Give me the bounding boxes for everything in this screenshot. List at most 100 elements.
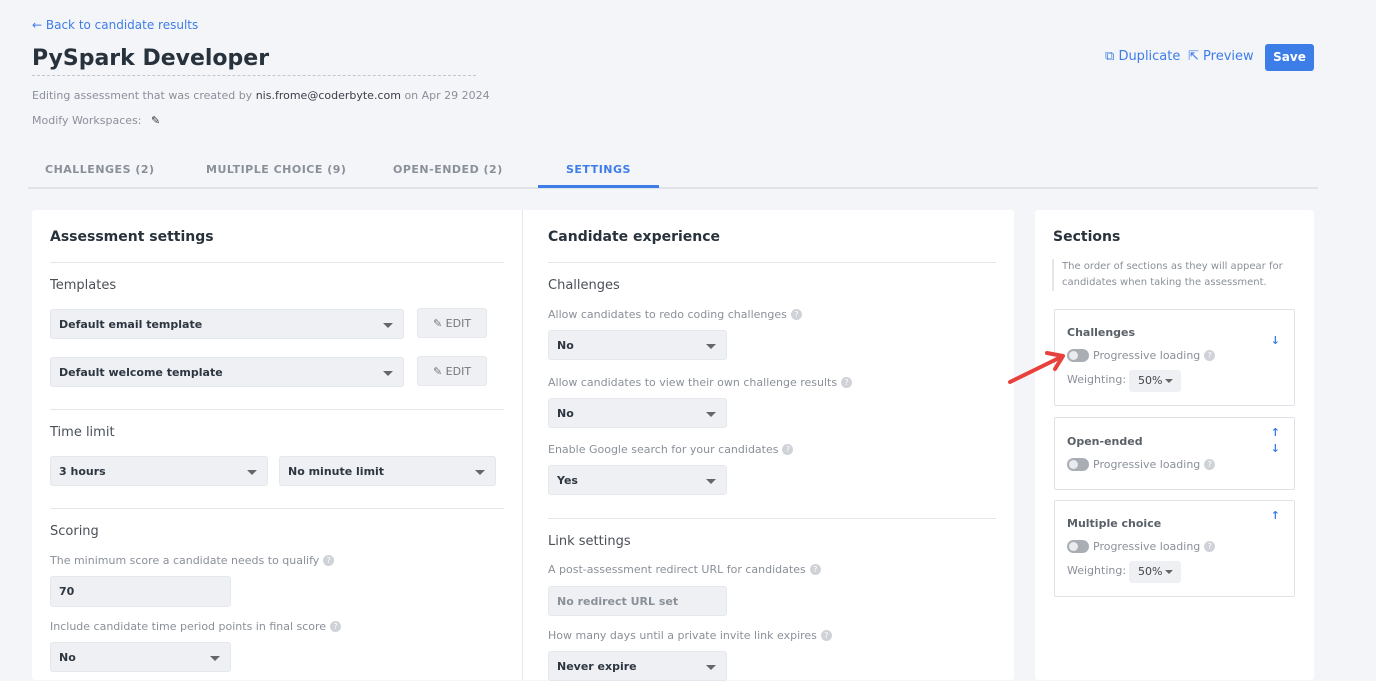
redo-select[interactable]: No — [548, 330, 727, 360]
minutes-select[interactable]: No minute limit — [279, 456, 496, 486]
scoring-heading: Scoring — [50, 524, 99, 539]
hours-value: 3 hours — [59, 465, 106, 478]
time-limit-heading: Time limit — [50, 425, 115, 440]
help-icon[interactable]: ? — [841, 377, 853, 388]
creator-email: nis.frome@coderbyte.com — [255, 89, 401, 102]
pencil-icon: ✎ — [432, 317, 443, 330]
redo-label: Allow candidates to redo coding challeng… — [548, 308, 802, 321]
weighting-select[interactable]: 50% — [1129, 370, 1181, 392]
minutes-value: No minute limit — [288, 465, 385, 478]
sections-title: Sections — [1053, 229, 1121, 245]
google-select[interactable]: Yes — [548, 465, 727, 495]
edit-welcome-template-button[interactable]: ✎ EDIT — [417, 356, 487, 386]
weighting-select[interactable]: 50% — [1129, 561, 1181, 583]
annotation-arrow-icon — [1008, 351, 1065, 384]
weighting-label: Weighting: — [1067, 564, 1127, 577]
pencil-icon[interactable]: ✎ — [151, 114, 161, 127]
progressive-text: Progressive loading — [1093, 458, 1201, 471]
external-link-icon: ⇱ — [1188, 49, 1199, 64]
preview-label: Preview — [1203, 49, 1254, 64]
chevron-down-icon — [1165, 379, 1173, 383]
divider — [548, 262, 996, 263]
time-points-value: No — [59, 651, 76, 664]
help-icon[interactable]: ? — [809, 564, 821, 575]
welcome-template-select[interactable]: Default welcome template — [50, 357, 404, 387]
tab-open-ended[interactable]: OPEN-ENDED (2) — [393, 163, 503, 176]
link-settings-heading: Link settings — [548, 534, 631, 549]
chevron-down-icon — [210, 656, 220, 661]
pencil-icon: ✎ — [432, 365, 443, 378]
expire-text: How many days until a private invite lin… — [548, 629, 817, 642]
expire-select[interactable]: Never expire — [548, 651, 727, 681]
divider — [50, 409, 504, 410]
assessment-settings-title: Assessment settings — [50, 229, 214, 245]
chevron-down-icon — [706, 479, 716, 484]
created-prefix: Editing assessment that was created by — [32, 89, 253, 102]
email-template-value: Default email template — [59, 318, 203, 331]
help-icon[interactable]: ? — [330, 621, 342, 632]
section-multiple-choice[interactable]: Multiple choice ↑ Progressive loading? W… — [1054, 500, 1295, 597]
arrow-down-icon[interactable]: ↓ — [1270, 334, 1280, 347]
chevron-down-icon — [1165, 570, 1173, 574]
arrow-up-icon[interactable]: ↑ — [1270, 426, 1280, 439]
redirect-url-input[interactable]: No redirect URL set — [548, 586, 727, 616]
help-icon[interactable]: ? — [1204, 541, 1216, 552]
redirect-text: A post-assessment redirect URL for candi… — [548, 563, 806, 576]
time-points-label: Include candidate time period points in … — [50, 620, 342, 633]
duplicate-button[interactable]: ⧉ Duplicate — [1105, 49, 1180, 64]
settings-card — [32, 210, 1014, 680]
duplicate-label: Duplicate — [1118, 49, 1181, 64]
preview-button[interactable]: ⇱ Preview — [1188, 49, 1254, 64]
progressive-loading-label: Progressive loading? — [1093, 458, 1216, 471]
chevron-down-icon — [383, 371, 393, 376]
view-results-value: No — [557, 407, 574, 420]
help-icon[interactable]: ? — [1204, 350, 1216, 361]
tab-settings[interactable]: SETTINGS — [538, 163, 659, 188]
progressive-loading-toggle[interactable] — [1067, 458, 1089, 471]
created-date: on Apr 29 2024 — [404, 89, 490, 102]
view-results-select[interactable]: No — [548, 398, 727, 428]
help-icon[interactable]: ? — [1204, 459, 1216, 470]
section-challenges[interactable]: Challenges ↓ Progressive loading? Weight… — [1054, 309, 1295, 406]
progressive-loading-label: Progressive loading? — [1093, 349, 1216, 362]
help-icon[interactable]: ? — [820, 630, 832, 641]
hours-select[interactable]: 3 hours — [50, 456, 268, 486]
weighting-value: 50% — [1138, 374, 1163, 387]
progressive-loading-toggle[interactable] — [1067, 349, 1089, 362]
min-score-text: The minimum score a candidate needs to q… — [50, 554, 320, 567]
help-icon[interactable]: ? — [323, 555, 335, 566]
save-button[interactable]: Save — [1265, 44, 1314, 71]
google-label: Enable Google search for your candidates… — [548, 443, 794, 456]
column-divider — [522, 210, 523, 680]
section-name: Challenges — [1067, 326, 1136, 339]
help-icon[interactable]: ? — [790, 309, 802, 320]
redo-value: No — [557, 339, 574, 352]
tab-challenges[interactable]: CHALLENGES (2) — [45, 163, 155, 176]
help-icon[interactable]: ? — [782, 444, 794, 455]
expire-value: Never expire — [557, 660, 637, 673]
section-name: Open-ended — [1067, 435, 1143, 448]
chevron-down-icon — [247, 470, 257, 475]
arrow-up-icon[interactable]: ↑ — [1270, 509, 1280, 522]
progressive-loading-toggle[interactable] — [1067, 540, 1089, 553]
candidate-experience-title: Candidate experience — [548, 229, 721, 245]
view-results-label: Allow candidates to view their own chall… — [548, 376, 853, 389]
chevron-down-icon — [383, 323, 393, 328]
progressive-text: Progressive loading — [1093, 540, 1201, 553]
edit-email-template-button[interactable]: ✎ EDIT — [417, 308, 487, 338]
section-open-ended[interactable]: Open-ended ↑ ↓ Progressive loading? — [1054, 417, 1295, 490]
page-title[interactable]: PySpark Developer — [32, 46, 476, 76]
min-score-input[interactable]: 70 — [50, 576, 231, 607]
divider — [50, 508, 504, 509]
google-value: Yes — [557, 474, 578, 487]
tab-bar: CHALLENGES (2) MULTIPLE CHOICE (9) OPEN-… — [28, 150, 1318, 189]
arrow-down-icon[interactable]: ↓ — [1270, 442, 1280, 455]
redo-text: Allow candidates to redo coding challeng… — [548, 308, 787, 321]
tab-multiple-choice[interactable]: MULTIPLE CHOICE (9) — [206, 163, 347, 176]
time-points-select[interactable]: No — [50, 642, 231, 672]
workspaces-row: Modify Workspaces: ✎ — [32, 114, 160, 127]
email-template-select[interactable]: Default email template — [50, 309, 404, 339]
google-text: Enable Google search for your candidates — [548, 443, 779, 456]
back-link[interactable]: ← Back to candidate results — [32, 18, 199, 32]
templates-heading: Templates — [50, 278, 117, 293]
